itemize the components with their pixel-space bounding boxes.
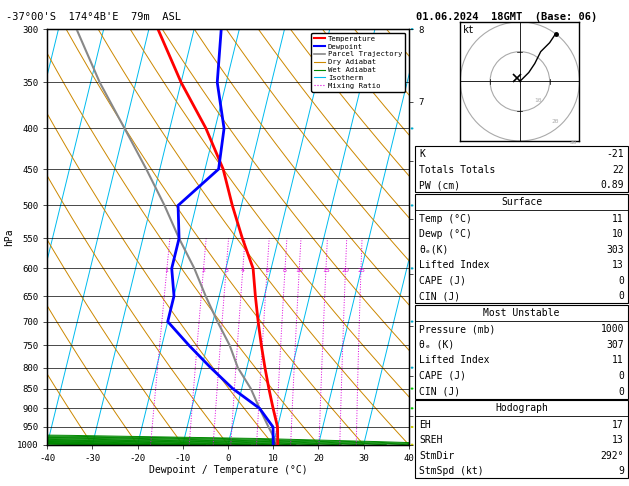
Text: 4: 4 [241,268,245,273]
Text: 0.89: 0.89 [601,180,624,191]
Text: 13: 13 [612,435,624,445]
Text: CAPE (J): CAPE (J) [419,276,466,286]
Text: kt: kt [463,25,474,35]
Text: Pressure (mb): Pressure (mb) [419,324,495,334]
Text: 01.06.2024  18GMT  (Base: 06): 01.06.2024 18GMT (Base: 06) [416,12,598,22]
Text: Temp (°C): Temp (°C) [419,213,472,224]
Text: SREH: SREH [419,435,442,445]
Text: 11: 11 [612,355,624,365]
Text: Hodograph: Hodograph [495,403,548,413]
Text: 0: 0 [618,386,624,397]
Y-axis label: km
ASL: km ASL [445,227,462,246]
Text: 13: 13 [612,260,624,270]
Text: 9: 9 [618,466,624,476]
Text: 0: 0 [618,276,624,286]
Text: © weatheronline.co.uk: © weatheronline.co.uk [465,469,578,479]
Text: 30: 30 [570,140,577,145]
Text: Surface: Surface [501,197,542,207]
Text: 3: 3 [224,268,228,273]
Text: Totals Totals: Totals Totals [419,165,495,175]
Legend: Temperature, Dewpoint, Parcel Trajectory, Dry Adiabat, Wet Adiabat, Isotherm, Mi: Temperature, Dewpoint, Parcel Trajectory… [311,33,405,92]
Text: 10: 10 [612,229,624,239]
Text: 1000: 1000 [601,324,624,334]
Text: EH: EH [419,419,431,430]
Text: 303: 303 [606,244,624,255]
Text: CAPE (J): CAPE (J) [419,371,466,381]
Text: CIN (J): CIN (J) [419,291,460,301]
Text: 8: 8 [283,268,287,273]
Text: 10: 10 [296,268,303,273]
Text: 6: 6 [265,268,269,273]
Text: θₑ(K): θₑ(K) [419,244,448,255]
Text: StmDir: StmDir [419,451,454,461]
Text: Dewp (°C): Dewp (°C) [419,229,472,239]
Text: Lifted Index: Lifted Index [419,260,489,270]
Text: 10: 10 [534,98,542,103]
Text: -21: -21 [606,149,624,159]
Y-axis label: hPa: hPa [4,228,14,246]
Text: 292°: 292° [601,451,624,461]
Text: 25: 25 [357,268,365,273]
Text: 0: 0 [618,371,624,381]
Text: 11: 11 [612,213,624,224]
Text: Lifted Index: Lifted Index [419,355,489,365]
Text: 20: 20 [552,119,559,124]
Text: 307: 307 [606,340,624,350]
Text: 0: 0 [618,291,624,301]
Text: 20: 20 [342,268,349,273]
Text: Most Unstable: Most Unstable [483,308,560,318]
Text: 1: 1 [165,268,169,273]
Text: StmSpd (kt): StmSpd (kt) [419,466,484,476]
Text: CIN (J): CIN (J) [419,386,460,397]
Text: 15: 15 [322,268,330,273]
Text: -37°00'S  174°4B'E  79m  ASL: -37°00'S 174°4B'E 79m ASL [6,12,181,22]
Text: K: K [419,149,425,159]
Text: 17: 17 [612,419,624,430]
Text: θₑ (K): θₑ (K) [419,340,454,350]
Text: 2: 2 [201,268,206,273]
X-axis label: Dewpoint / Temperature (°C): Dewpoint / Temperature (°C) [148,466,308,475]
Text: PW (cm): PW (cm) [419,180,460,191]
Text: 22: 22 [612,165,624,175]
